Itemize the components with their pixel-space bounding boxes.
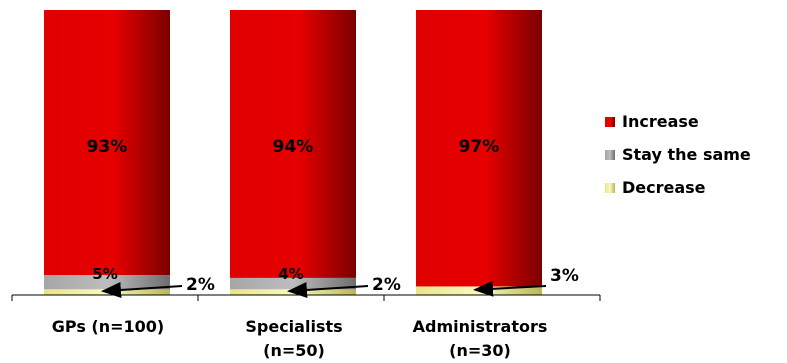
legend-swatch-decrease xyxy=(605,183,615,193)
x-axis-ticks xyxy=(11,295,601,301)
legend-swatch-increase xyxy=(605,117,615,127)
bar-increase-2 xyxy=(230,10,356,278)
x-label-2-line-2: (n=50) xyxy=(263,341,325,360)
label-decrease-2: 2% xyxy=(372,275,401,295)
x-label-1-line-1: GPs (n=100) xyxy=(52,317,165,336)
x-axis-labels: GPs (n=100) Specialists (n=50) Administrato… xyxy=(52,317,548,360)
label-stay-1: 5% xyxy=(92,265,117,283)
label-decrease-3: 3% xyxy=(550,266,579,286)
value-labels: 93% 5% 2% 94% 4% 2% 97% 3% xyxy=(87,137,579,295)
legend-label-increase: Increase xyxy=(622,112,699,131)
label-increase-1: 93% xyxy=(87,137,128,157)
bar-increase-3 xyxy=(416,10,542,287)
label-stay-2: 4% xyxy=(278,265,303,283)
label-decrease-1: 2% xyxy=(186,275,215,295)
label-increase-3: 97% xyxy=(459,137,500,157)
legend-swatch-stay-the-same xyxy=(605,150,615,160)
bar-increase-1 xyxy=(44,10,170,276)
label-increase-2: 94% xyxy=(273,137,314,157)
legend-label-decrease: Decrease xyxy=(622,178,706,197)
arrow-decrease-2 xyxy=(287,281,369,298)
x-label-3-line-1: Administrators xyxy=(413,317,548,336)
leader-arrows xyxy=(101,280,547,298)
arrow-decrease-3 xyxy=(473,280,547,297)
arrow-decrease-1 xyxy=(101,281,183,298)
legend-label-stay-the-same: Stay the same xyxy=(622,145,751,164)
x-label-3-line-2: (n=30) xyxy=(449,341,511,360)
legend: Increase Stay the same Decrease xyxy=(605,112,751,197)
x-label-2-line-1: Specialists xyxy=(245,317,342,336)
